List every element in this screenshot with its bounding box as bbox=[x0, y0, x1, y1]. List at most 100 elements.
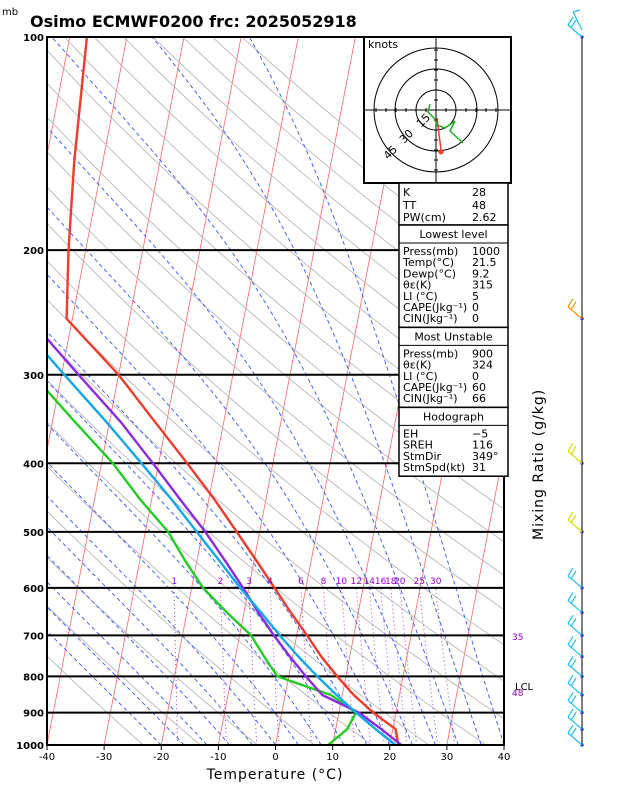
wind-barb bbox=[567, 656, 583, 677]
hodograph-params-row-label: SREH bbox=[403, 439, 433, 452]
mixing-ratio-line bbox=[418, 587, 439, 745]
lowest-level-row-label: CIN(Jkg⁻¹) bbox=[403, 312, 458, 325]
dry-adiabat-line bbox=[47, 510, 315, 745]
dry-adiabat-line bbox=[47, 260, 504, 646]
most-unstable-row-value: 60 bbox=[472, 381, 486, 394]
table-section bbox=[398, 224, 509, 329]
wind-barbs bbox=[567, 9, 584, 747]
wind-barb bbox=[567, 636, 583, 657]
pressure-unit-label: mb bbox=[2, 7, 18, 18]
tt-index-label: TT bbox=[402, 199, 417, 212]
y-tick-label: 100 bbox=[23, 33, 44, 44]
dry-adiabat-line bbox=[47, 655, 144, 745]
wind-barb bbox=[567, 674, 583, 696]
mixing-ratio-line bbox=[173, 587, 179, 745]
k-index-value: 28 bbox=[472, 186, 486, 199]
most-unstable-row-value: 324 bbox=[472, 359, 493, 372]
moist-adiabat-line bbox=[47, 423, 322, 745]
y-tick-label: 500 bbox=[23, 528, 44, 539]
moist-adiabat-line bbox=[47, 630, 162, 745]
moist-adiabat-line bbox=[248, 37, 504, 745]
mixing-ratio-tick-label: 25 bbox=[414, 577, 425, 587]
mixing-ratio-line bbox=[248, 587, 258, 745]
dry-adiabat-line bbox=[47, 465, 373, 745]
lowest-level-header: Lowest level bbox=[419, 228, 487, 241]
moist-adiabat-line bbox=[51, 37, 459, 745]
isotherm-line bbox=[446, 447, 504, 745]
wind-barb bbox=[567, 724, 583, 746]
lowest-level-row-value: 1000 bbox=[472, 245, 500, 258]
dry-adiabat-line bbox=[47, 338, 504, 720]
x-tick-label: 0 bbox=[272, 752, 278, 763]
moist-adiabat-line bbox=[47, 206, 414, 745]
wind-barb bbox=[567, 615, 583, 636]
wind-barb bbox=[567, 442, 583, 464]
temperature-line bbox=[65, 37, 400, 745]
dry-adiabat-line bbox=[64, 37, 504, 417]
y-tick-label: 200 bbox=[23, 246, 44, 257]
mixing-ratio-tick-label: 12 bbox=[351, 577, 362, 587]
lowest-level-row-value: 5 bbox=[472, 290, 479, 303]
table-section bbox=[398, 326, 509, 409]
indices-table: K 28 TT 48 PW(cm) 2.62 Lowest level Press(mb) 10… bbox=[398, 182, 509, 477]
moist-adiabat-line bbox=[47, 526, 254, 745]
most-unstable-row-label: CIN(Jkg⁻¹) bbox=[403, 392, 458, 405]
moist-adiabat-line bbox=[47, 606, 185, 745]
hodograph-trace bbox=[427, 103, 464, 144]
isotherm-line bbox=[47, 37, 185, 745]
table-section bbox=[398, 406, 509, 477]
dry-adiabat-line bbox=[47, 421, 430, 745]
mixing-ratio-tick-label: 2 bbox=[218, 577, 224, 587]
y-tick-label: 300 bbox=[23, 371, 44, 382]
mixing-ratio-tick-label: 10 bbox=[336, 577, 348, 587]
most-unstable-row-label: θε(K) bbox=[403, 359, 431, 372]
parcel-line bbox=[47, 353, 397, 745]
wind-barb bbox=[567, 16, 583, 38]
x-tick-label: -30 bbox=[96, 752, 112, 763]
mixing-35-label: 35 bbox=[512, 633, 523, 643]
isotherm-line bbox=[217, 37, 356, 745]
hodograph-params-row-value: 349° bbox=[472, 450, 499, 463]
y-tick-label: 400 bbox=[23, 459, 44, 470]
mixing-ratio-tick-label: 4 bbox=[267, 577, 273, 587]
moist-adiabat-line bbox=[47, 273, 391, 745]
wind-barb bbox=[567, 511, 583, 533]
tt-index-value: 48 bbox=[472, 199, 486, 212]
wind-barb bbox=[572, 9, 583, 31]
lowest-level-row-label: Temp(°C) bbox=[402, 256, 454, 269]
most-unstable-header: Most Unstable bbox=[414, 330, 493, 343]
lcl-mixing-label: 48 bbox=[512, 689, 524, 699]
virtual-temperature-line bbox=[47, 336, 402, 745]
dry-adiabat-line bbox=[47, 116, 504, 510]
x-tick-label: 30 bbox=[441, 752, 454, 763]
isotherm-line bbox=[160, 37, 299, 745]
lowest-level-row-label: θε(K) bbox=[403, 279, 431, 292]
x-axis-label: Temperature (°C) bbox=[206, 767, 344, 783]
isotherm-line bbox=[0, 37, 13, 745]
moist-adiabat-line bbox=[47, 461, 299, 745]
mixing-ratio-tick-label: 14 bbox=[364, 577, 376, 587]
most-unstable-row-label: CAPE(Jkg⁻¹) bbox=[403, 381, 467, 394]
most-unstable-row-label: Press(mb) bbox=[403, 347, 458, 360]
lowest-level-row-label: Dewp(°C) bbox=[403, 267, 456, 280]
hodograph-params-row-label: StmSpd(kt) bbox=[403, 461, 465, 474]
profile-series bbox=[47, 37, 402, 745]
mixing-ratio-tick-label: 20 bbox=[394, 577, 406, 587]
x-tick-label: 40 bbox=[498, 752, 511, 763]
x-tick-label: -40 bbox=[39, 752, 55, 763]
moist-adiabat-line bbox=[47, 126, 436, 745]
isotherm-line bbox=[103, 37, 242, 745]
mixing-ratio-tick-label: 6 bbox=[298, 577, 304, 587]
hodograph-ring bbox=[373, 47, 499, 173]
table-section bbox=[398, 182, 509, 226]
moist-adiabat-line bbox=[47, 554, 231, 745]
storm-motion-vector bbox=[436, 117, 442, 151]
dewpoint-line bbox=[47, 388, 358, 745]
mixing-ratio-axis-label: Mixing Ratio (g/kg) bbox=[531, 389, 547, 540]
mixing-ratio-lines bbox=[173, 587, 456, 745]
pw-index-label: PW(cm) bbox=[403, 211, 446, 224]
hodograph-params-header: Hodograph bbox=[423, 410, 484, 423]
lowest-level-row-label: LI (°C) bbox=[403, 290, 438, 303]
isotherm-line bbox=[47, 37, 128, 452]
